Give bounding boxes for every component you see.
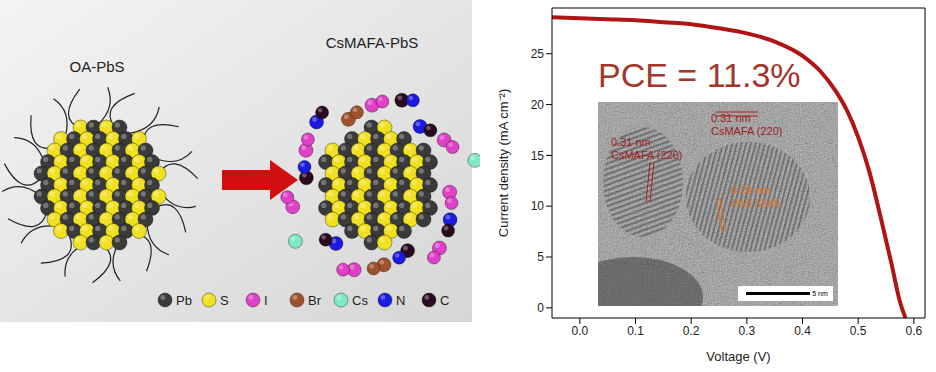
svg-text:0.29 nmPbS (200): 0.29 nmPbS (200) (731, 184, 781, 209)
svg-text:Voltage (V): Voltage (V) (706, 349, 770, 364)
svg-text:Current density (mA cm⁻²): Current density (mA cm⁻²) (496, 89, 511, 237)
svg-text:Br: Br (308, 293, 322, 308)
svg-text:N: N (396, 293, 405, 308)
svg-text:0.0: 0.0 (571, 324, 588, 338)
svg-text:0.5: 0.5 (850, 324, 867, 338)
svg-text:0.31 nmCsMAFA (220): 0.31 nmCsMAFA (220) (611, 136, 683, 161)
svg-text:25: 25 (531, 47, 545, 61)
html-text:PCE = 11.3%: PCE = 11.3% (598, 56, 801, 94)
svg-text:Cs: Cs (352, 293, 368, 308)
svg-text:Pb: Pb (176, 293, 192, 308)
svg-text:I: I (264, 293, 268, 308)
svg-text:15: 15 (531, 149, 545, 163)
svg-text:0.31 nmCsMAFA (220): 0.31 nmCsMAFA (220) (711, 112, 783, 137)
svg-text:CsMAFA-PbS: CsMAFA-PbS (326, 34, 419, 51)
svg-text:S: S (220, 293, 229, 308)
svg-text:0.3: 0.3 (739, 324, 756, 338)
svg-text:0.1: 0.1 (627, 324, 644, 338)
svg-text:0.6: 0.6 (906, 324, 923, 338)
svg-text:OA-PbS: OA-PbS (69, 58, 124, 75)
svg-text:0.2: 0.2 (683, 324, 700, 338)
svg-text:5 nm: 5 nm (812, 290, 828, 297)
svg-text:5: 5 (537, 250, 544, 264)
svg-text:0: 0 (537, 301, 544, 315)
svg-text:10: 10 (531, 199, 545, 213)
svg-text:C: C (440, 293, 449, 308)
svg-text:0.4: 0.4 (794, 324, 811, 338)
svg-text:20: 20 (531, 98, 545, 112)
